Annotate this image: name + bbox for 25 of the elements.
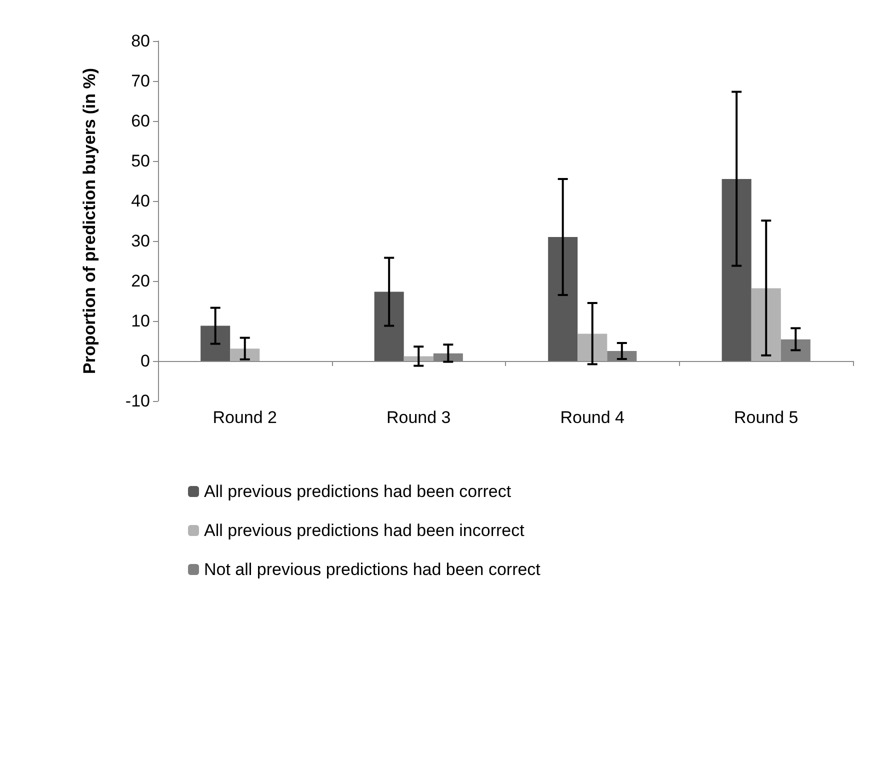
y-tick-label: 50	[131, 152, 150, 170]
y-tick-label: 20	[131, 272, 150, 290]
bar	[578, 334, 608, 361]
bar	[404, 356, 434, 361]
x-tick-label: Round 3	[386, 408, 451, 427]
y-tick-label: -10	[125, 392, 150, 410]
y-tick-label: 0	[140, 352, 150, 370]
bar	[374, 292, 404, 361]
bar	[548, 237, 578, 361]
bar	[751, 288, 781, 361]
x-tick-label: Round 2	[212, 408, 278, 427]
bar	[200, 326, 230, 361]
y-tick-label: 60	[131, 112, 150, 130]
y-tick-label: 70	[131, 72, 150, 90]
bar	[722, 179, 752, 361]
y-tick-label: 10	[131, 312, 150, 330]
legend-label: All previous predictions had been correct	[204, 482, 512, 501]
y-tick-label: 40	[131, 192, 150, 210]
y-tick-label: 80	[131, 32, 150, 50]
y-axis-title: Proportion of prediction buyers (in %)	[80, 68, 99, 374]
x-tick-label: Round 5	[734, 408, 798, 427]
legend-label: Not all previous predictions had been correct	[204, 560, 541, 579]
legend-label: All previous predictions had been incorrect	[204, 521, 525, 540]
y-tick-label: 30	[131, 232, 150, 250]
x-tick-label: Round 4	[560, 408, 625, 427]
